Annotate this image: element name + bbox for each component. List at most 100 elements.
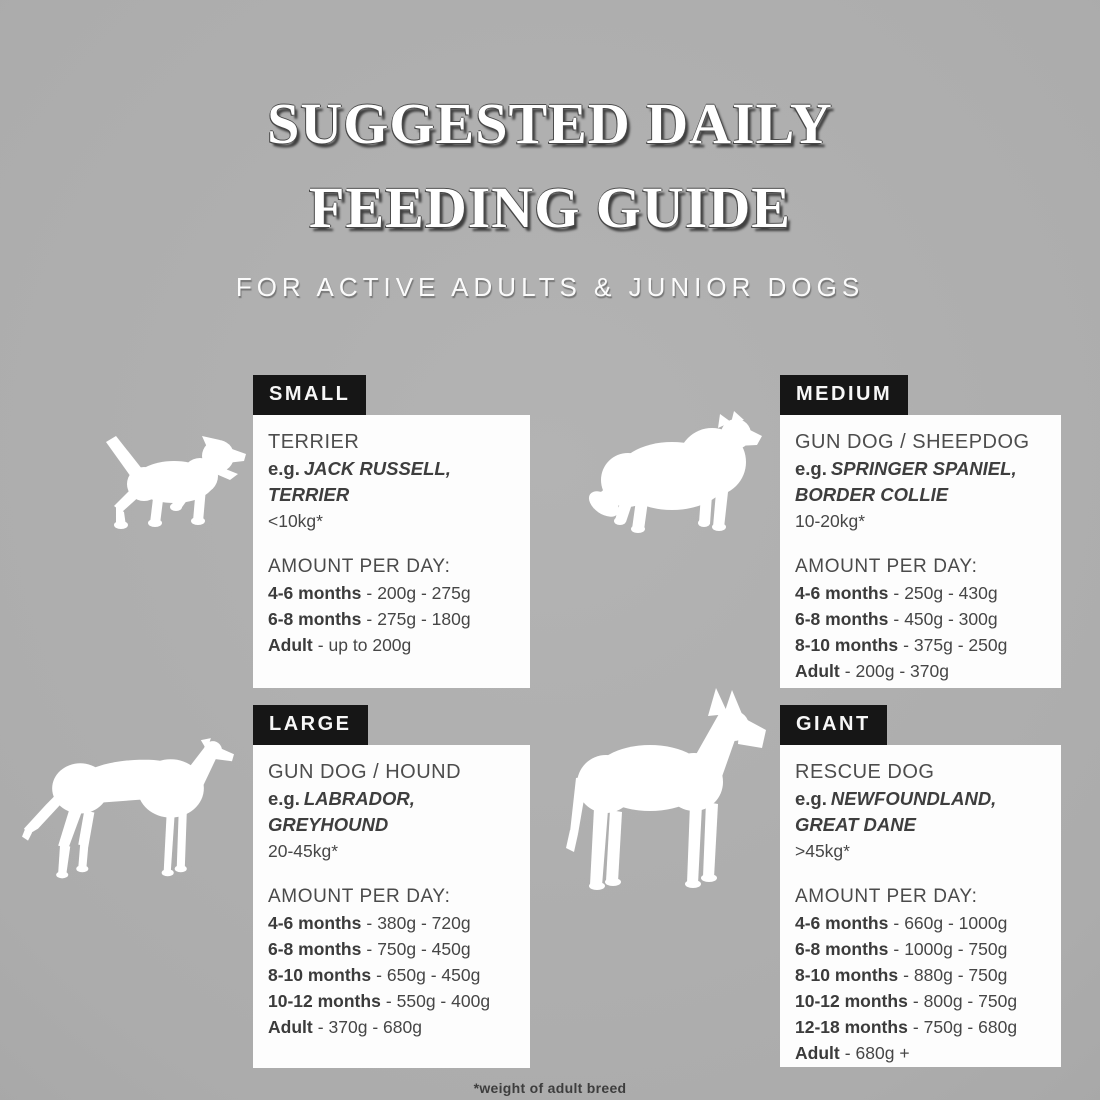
feeding-row-label: 4-6 months — [268, 913, 362, 933]
amount-per-day-heading: AMOUNT PER DAY: — [795, 886, 978, 907]
greyhound-silhouette-icon — [18, 736, 234, 882]
breed-example-line1: e.g. JACK RUSSELL, — [268, 456, 518, 482]
dash-separator: - — [385, 991, 392, 1011]
feeding-row-value: up to 200g — [328, 635, 412, 655]
feeding-row-label: 8-10 months — [795, 635, 899, 655]
dash-separator: - — [366, 913, 373, 933]
feeding-row: Adult - up to 200g — [268, 632, 518, 658]
weight-range: <10kg* — [268, 511, 323, 531]
feeding-row-value: 275g - 180g — [377, 609, 471, 629]
feeding-row-label: Adult — [795, 661, 840, 681]
feeding-row-value: 800g - 750g — [923, 991, 1018, 1011]
size-tab-label: GIANT — [796, 713, 871, 735]
header: SUGGESTED DAILY FEEDING GUIDE FOR ACTIVE… — [0, 82, 1100, 303]
feeding-row: Adult -200g - 370g — [795, 658, 1049, 684]
weight-range: 20-45kg* — [268, 841, 339, 861]
size-tab-label: SMALL — [269, 383, 351, 405]
feeding-row-label: 6-8 months — [268, 939, 362, 959]
feeding-row-label: 4-6 months — [795, 913, 889, 933]
dash-separator: - — [893, 609, 900, 629]
feeding-row-label: 6-8 months — [795, 939, 889, 959]
feeding-row-value: 650g - 450g — [386, 965, 481, 985]
breed-type: RESCUE DOG — [795, 761, 935, 783]
dash-separator: - — [844, 1043, 851, 1063]
dash-separator: - — [893, 583, 900, 603]
size-card-giant: GIANT RESCUE DOG e.g. NEWFOUNDLAND, GREAT… — [780, 705, 1061, 1067]
feeding-row-label: 4-6 months — [268, 583, 362, 603]
dash-separator: - — [893, 939, 900, 959]
size-tab-large: LARGE — [253, 705, 368, 745]
size-tab-label: MEDIUM — [796, 383, 893, 405]
feeding-row-label: Adult — [268, 1017, 313, 1037]
feeding-row: 6-8 months -275g - 180g — [268, 606, 518, 632]
breed-example-line1: e.g. NEWFOUNDLAND, — [795, 786, 1049, 812]
feeding-row-label: Adult — [268, 635, 313, 655]
dash-separator: - — [376, 965, 382, 985]
feeding-row: 8-10 months -880g - 750g — [795, 962, 1049, 988]
example-names: LABRADOR, — [303, 788, 415, 809]
weight-range: >45kg* — [795, 841, 850, 861]
feeding-row-label: 8-10 months — [268, 965, 372, 985]
feeding-row: 10-12 months -800g - 750g — [795, 988, 1049, 1014]
feeding-row-value: 380g - 720g — [377, 913, 471, 933]
page-title-line2: FEEDING GUIDE — [309, 175, 791, 240]
size-tab-small: SMALL — [253, 375, 367, 415]
feeding-row: 8-10 months -375g - 250g — [795, 632, 1049, 658]
dash-separator: - — [366, 583, 373, 603]
feeding-card-small: TERRIER e.g. JACK RUSSELL, TERRIER <10kg*… — [253, 415, 530, 688]
size-card-medium: MEDIUM GUN DOG / SHEEPDOG e.g. SPRINGER S… — [780, 375, 1061, 688]
feeding-row-label: 10-12 months — [268, 991, 381, 1011]
dash-separator: - — [903, 635, 909, 655]
feeding-row-label: 8-10 months — [795, 965, 899, 985]
feeding-row: 8-10 months -650g - 450g — [268, 962, 518, 988]
example-prefix: e.g. — [268, 458, 300, 479]
breed-example-line2: TERRIER — [268, 484, 350, 505]
feeding-row-value: 680g + — [855, 1043, 910, 1063]
feeding-row: 12-18 months -750g - 680g — [795, 1014, 1049, 1040]
dash-separator: - — [912, 1017, 919, 1037]
dash-separator: - — [317, 635, 324, 655]
feeding-row-value: 660g - 1000g — [904, 913, 1008, 933]
breed-type: GUN DOG / HOUND — [268, 761, 462, 783]
feeding-row-label: 6-8 months — [268, 609, 362, 629]
feeding-row: 10-12 months -550g - 400g — [268, 988, 518, 1014]
feeding-row: Adult -370g - 680g — [268, 1014, 518, 1040]
feeding-row-label: 4-6 months — [795, 583, 889, 603]
amount-per-day-heading: AMOUNT PER DAY: — [795, 556, 978, 577]
feeding-card-large: GUN DOG / HOUND e.g. LABRADOR, GREYHOUND … — [253, 745, 530, 1068]
dash-separator: - — [317, 1017, 324, 1037]
breed-example-line2: GREAT DANE — [795, 814, 916, 835]
size-tab-medium: MEDIUM — [780, 375, 909, 415]
dash-separator: - — [903, 965, 909, 985]
feeding-row-value: 200g - 275g — [377, 583, 471, 603]
feeding-row-value: 375g - 250g — [913, 635, 1008, 655]
feeding-row-label: 12-18 months — [795, 1017, 908, 1037]
breed-type: TERRIER — [268, 431, 360, 453]
breed-example-line1: e.g. LABRADOR, — [268, 786, 518, 812]
feeding-row: Adult -680g + — [795, 1040, 1049, 1066]
feeding-row-value: 750g - 680g — [923, 1017, 1018, 1037]
footnote: *weight of adult breed — [473, 1080, 627, 1096]
feeding-row-label: Adult — [795, 1043, 840, 1063]
great-dane-silhouette-icon — [548, 686, 768, 898]
breed-example-line1: e.g. SPRINGER SPANIEL, — [795, 456, 1049, 482]
page-subtitle: FOR ACTIVE ADULTS & JUNIOR DOGS — [235, 272, 865, 302]
example-prefix: e.g. — [795, 458, 827, 479]
breed-type: GUN DOG / SHEEPDOG — [795, 431, 1030, 453]
dash-separator: - — [912, 991, 919, 1011]
feeding-row-value: 250g - 430g — [904, 583, 998, 603]
feeding-row: 4-6 months -660g - 1000g — [795, 910, 1049, 936]
feeding-row-label: 6-8 months — [795, 609, 889, 629]
breed-example-line2: BORDER COLLIE — [795, 484, 949, 505]
feeding-row: 6-8 months -750g - 450g — [268, 936, 518, 962]
amount-per-day-heading: AMOUNT PER DAY: — [268, 886, 451, 907]
feeding-card-medium: GUN DOG / SHEEPDOG e.g. SPRINGER SPANIEL,… — [780, 415, 1061, 688]
feeding-row: 4-6 months -200g - 275g — [268, 580, 518, 606]
sheepdog-silhouette-icon — [584, 404, 764, 534]
amount-per-day-heading: AMOUNT PER DAY: — [268, 556, 451, 577]
size-card-small: SMALL TERRIER e.g. JACK RUSSELL, TERRIER … — [253, 375, 530, 688]
feeding-row-value: 1000g - 750g — [904, 939, 1008, 959]
size-card-large: LARGE GUN DOG / HOUND e.g. LABRADOR, GREY… — [253, 705, 530, 1068]
weight-range: 10-20kg* — [795, 511, 866, 531]
